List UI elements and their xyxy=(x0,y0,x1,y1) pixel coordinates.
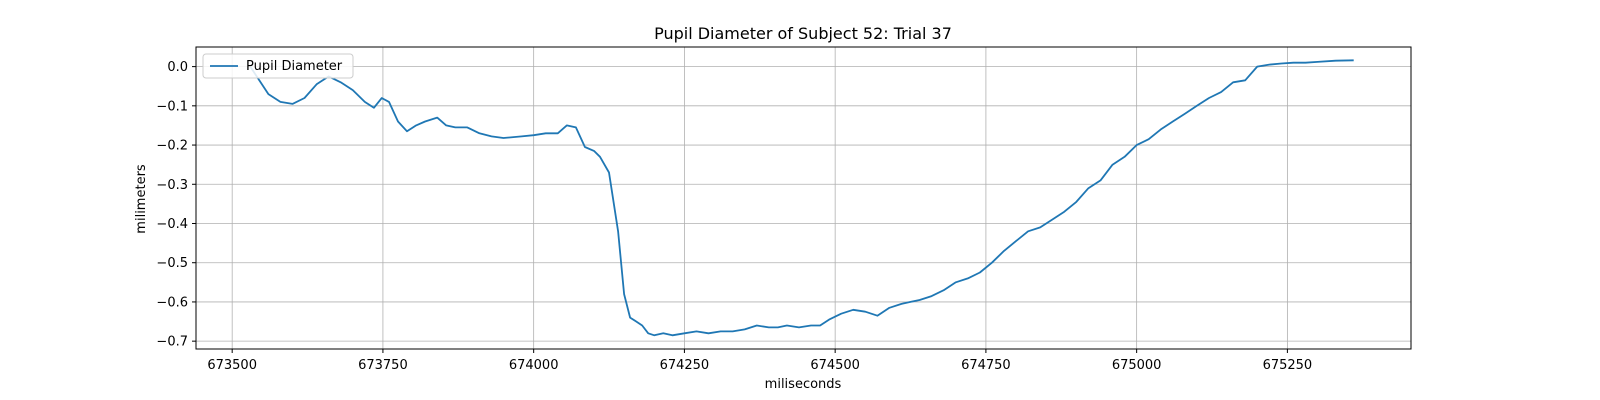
y-tick-label: −0.3 xyxy=(156,178,188,193)
chart-title: Pupil Diameter of Subject 52: Trial 37 xyxy=(654,24,952,43)
x-tick-label: 675250 xyxy=(1263,358,1313,373)
y-tick-label: 0.0 xyxy=(167,60,188,75)
x-tick-label: 674000 xyxy=(509,358,559,373)
y-tick-label: −0.7 xyxy=(156,335,188,350)
x-tick-label: 673750 xyxy=(358,358,408,373)
x-tick-label: 673500 xyxy=(207,358,257,373)
y-tick-label: −0.4 xyxy=(156,217,188,232)
x-axis: 673500 673750 674000 674250 674500 674750 6750… xyxy=(207,349,1312,373)
y-tick-label: −0.1 xyxy=(156,99,188,114)
x-tick-label: 674750 xyxy=(961,358,1011,373)
x-tick-label: 674250 xyxy=(660,358,710,373)
y-tick-label: −0.6 xyxy=(156,295,188,310)
plot-frame xyxy=(195,46,1412,350)
y-axis-label: milimeters xyxy=(134,164,149,234)
x-tick-label: 675000 xyxy=(1112,358,1162,373)
y-tick-label: −0.2 xyxy=(156,139,188,154)
legend-label: Pupil Diameter xyxy=(246,59,343,74)
grid xyxy=(196,47,1411,349)
y-tick-label: −0.5 xyxy=(156,256,188,271)
x-tick-label: 674500 xyxy=(810,358,860,373)
legend-box xyxy=(202,53,354,79)
legend: Pupil Diameter xyxy=(202,53,354,79)
x-axis-label: miliseconds xyxy=(765,377,842,392)
series-line-pupil-diameter xyxy=(249,59,1354,337)
y-axis: 0.0 −0.1 −0.2 −0.3 −0.4 −0.5 −0.6 −0.7 xyxy=(156,60,196,350)
